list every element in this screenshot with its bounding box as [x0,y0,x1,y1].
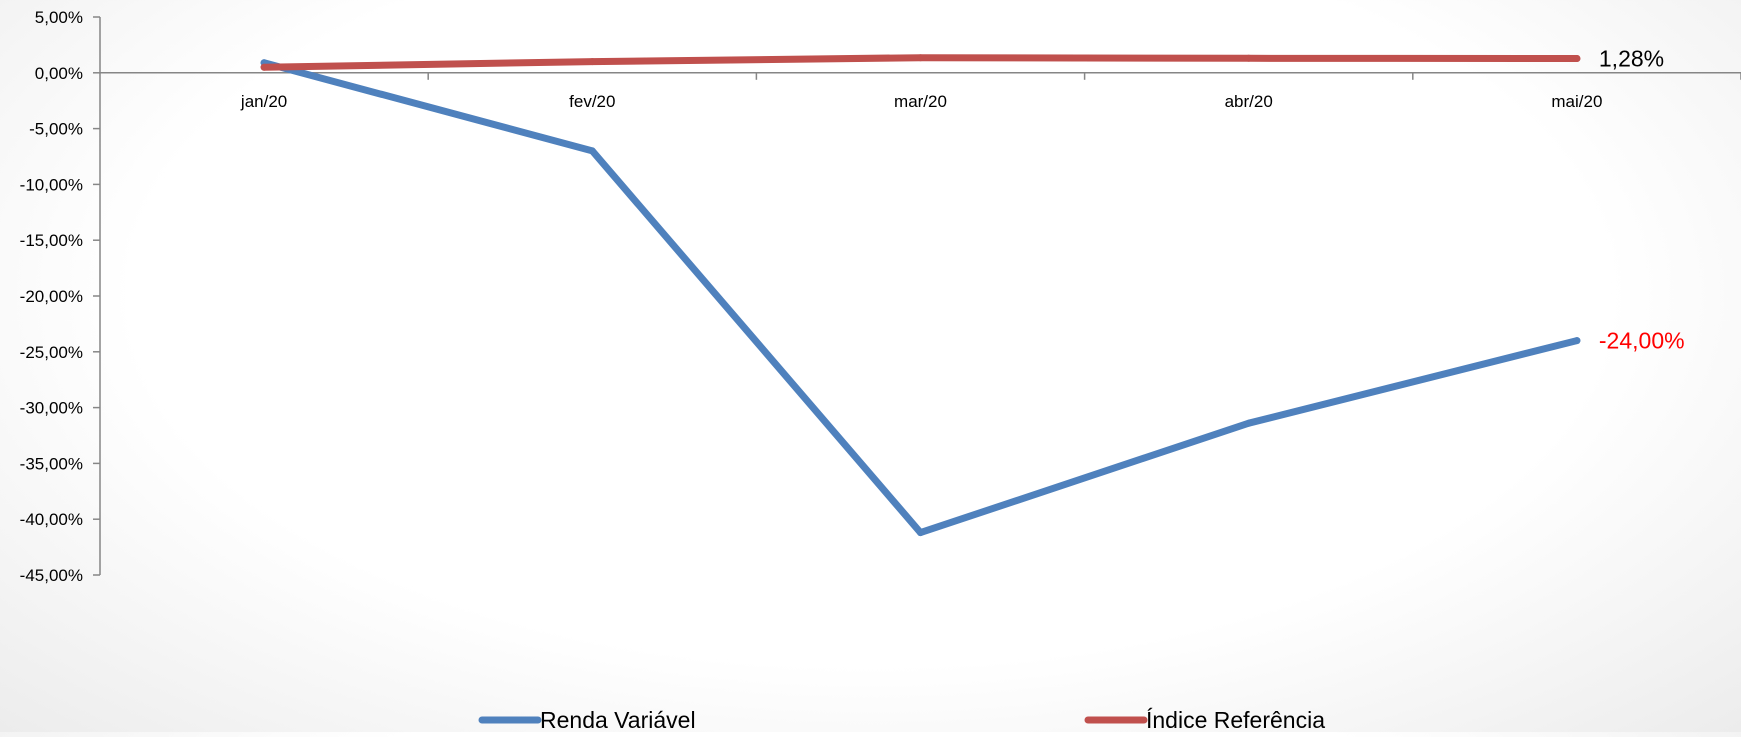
x-tick-label: mar/20 [894,92,947,111]
y-tick-label: 0,00% [35,64,83,83]
y-tick-label: -10,00% [20,175,83,194]
y-tick-label: -30,00% [20,399,83,418]
data-point [588,58,596,66]
y-tick-label: -15,00% [20,231,83,250]
data-point [917,54,924,62]
y-tick-label: -25,00% [20,343,83,362]
x-tick-label: jan/20 [240,92,287,111]
y-tick-label: -20,00% [20,287,83,306]
data-point [1573,337,1581,345]
end-data-label: 1,28% [1599,46,1664,72]
end-data-label: -24,00% [1599,328,1685,354]
data-point [1245,419,1253,427]
y-tick-label: -5,00% [29,120,83,139]
data-point [1573,55,1581,63]
x-tick-label: mai/20 [1551,92,1602,111]
data-point [588,147,596,155]
legend: Renda Variável Índice Referência [478,707,1325,733]
x-tick-label: abr/20 [1225,92,1273,111]
x-tick-label: fev/20 [569,92,615,111]
legend-label: Índice Referência [1146,707,1325,732]
data-labels: -24,00% 1,28% [1599,46,1685,354]
series-line [260,59,1581,537]
data-point [1245,54,1253,62]
y-tick-label: 5,00% [35,8,83,27]
x-axis: jan/20 fev/20 mar/20 abr/20 mai/20 [100,72,1741,111]
y-tick-label: -40,00% [20,510,83,529]
data-point [260,63,268,71]
legend-label: Renda Variável [540,707,696,732]
y-tick-label: -45,00% [20,566,83,585]
data-point [917,529,924,537]
y-tick-label: -35,00% [20,454,83,473]
y-axis: 5,00% 0,00% -5,00% -10,00% -15,00% -20,00% -25… [20,8,101,585]
series-lines [260,54,1581,537]
